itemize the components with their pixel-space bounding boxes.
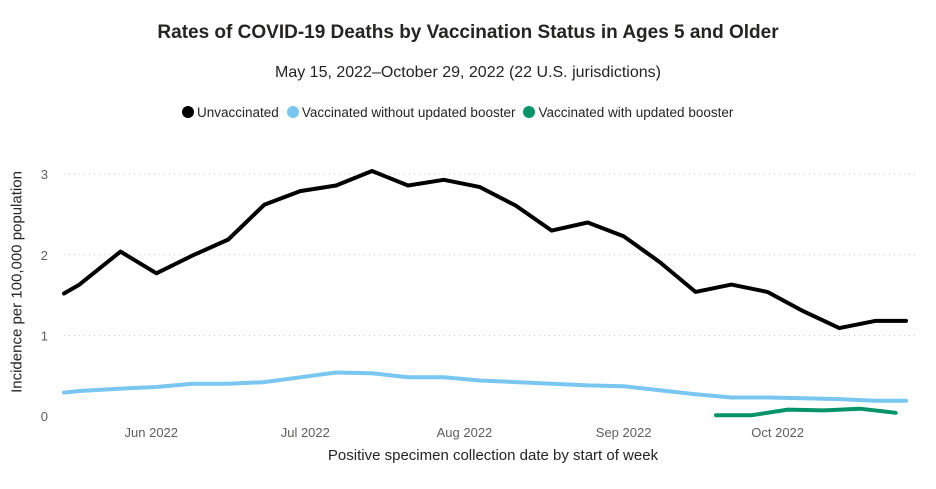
- y-tick-label-0: 0: [41, 409, 48, 424]
- legend-marker-vaccinated-without-booster: [286, 106, 299, 118]
- series-line-vaccinated-with-booster[interactable]: [714, 406, 898, 418]
- chart-subtitle: May 15, 2022–October 29, 2022 (22 U.S. j…: [275, 64, 661, 81]
- x-tick-label-oct-2022: Oct 2022: [751, 425, 804, 440]
- y-axis-ticks: 0 1 2 3: [41, 167, 48, 424]
- legend-item-vaccinated-without-booster[interactable]: Vaccinated without updated booster: [286, 104, 516, 120]
- series-lines: [62, 169, 908, 418]
- chart-title: Rates of COVID-19 Deaths by Vaccination …: [157, 22, 779, 43]
- y-tick-label-2: 2: [41, 248, 48, 263]
- x-tick-label-aug-2022: Aug 2022: [437, 425, 493, 440]
- x-tick-label-jun-2022: Jun 2022: [125, 425, 179, 440]
- legend-marker-vaccinated-with-booster: [523, 106, 536, 118]
- y-tick-label-3: 3: [41, 167, 48, 182]
- x-tick-label-jul-2022: Jul 2022: [281, 425, 330, 440]
- legend-label-vaccinated-without-booster: Vaccinated without updated booster: [301, 104, 516, 120]
- x-tick-label-sep-2022: Sep 2022: [596, 425, 652, 440]
- x-axis-title: Positive specimen collection date by sta…: [327, 447, 659, 464]
- legend-label-vaccinated-with-booster: Vaccinated with updated booster: [538, 104, 734, 120]
- legend-item-unvaccinated[interactable]: Unvaccinated: [182, 105, 279, 120]
- legend-marker-unvaccinated: [182, 106, 194, 118]
- legend-item-vaccinated-with-booster[interactable]: Vaccinated with updated booster: [523, 105, 733, 120]
- legend: Unvaccinated Vaccinated without updated …: [182, 103, 741, 121]
- legend-label-unvaccinated: Unvaccinated: [197, 104, 279, 120]
- y-tick-label-1: 1: [41, 328, 48, 343]
- series-line-vaccinated-without-booster[interactable]: [62, 370, 908, 403]
- series-line-unvaccinated[interactable]: [62, 169, 908, 331]
- x-axis-ticks: Jun 2022 Jul 2022 Aug 2022 Sep 2022 Oct 2022: [125, 425, 804, 440]
